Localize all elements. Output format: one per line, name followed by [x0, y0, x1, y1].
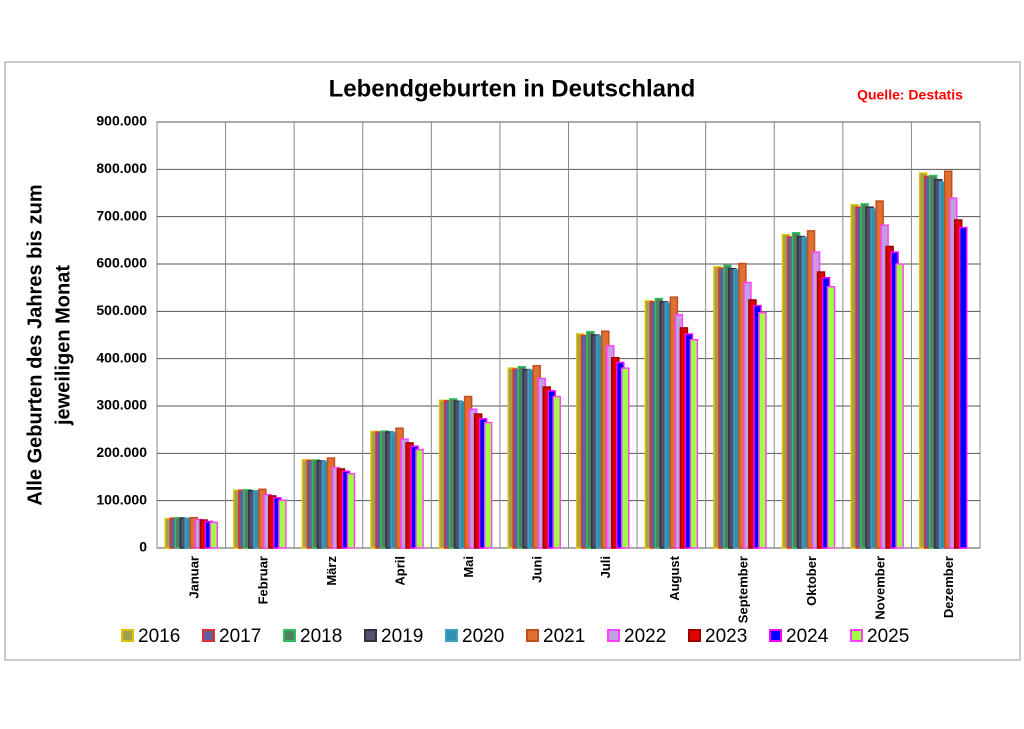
x-tick-label: Mai: [461, 556, 476, 578]
bar: [483, 421, 493, 549]
bar: [758, 312, 767, 549]
bar: [826, 285, 836, 549]
y-tick-label: 700.000: [96, 207, 147, 223]
legend-label: 2016: [138, 626, 180, 647]
source: Quelle: Destatis: [857, 87, 963, 103]
y-tick-label: 800.000: [96, 160, 147, 176]
chart-title: Lebendgeburten in Deutschland: [329, 75, 696, 102]
legend-swatch: [202, 629, 215, 642]
bar: [689, 338, 699, 549]
bar: [209, 521, 219, 549]
y-tick-label: 100.000: [96, 491, 147, 507]
y-tick-label: 500.000: [96, 302, 147, 318]
legend-swatch: [688, 629, 701, 642]
y-tick-label: 600.000: [96, 255, 147, 271]
y-tick-label: 900.000: [96, 113, 147, 129]
legend-label: 2022: [624, 626, 666, 647]
x-tick-label: Oktober: [804, 556, 819, 606]
legend-label: 2021: [543, 626, 585, 647]
legend-swatch: [769, 629, 782, 642]
legend-swatch: [850, 629, 863, 642]
legend-label: 2017: [219, 626, 261, 647]
y-tick-label: 200.000: [96, 444, 147, 460]
legend-swatch: [364, 629, 377, 642]
legend-swatch: [607, 629, 620, 642]
bar: [895, 263, 904, 549]
legend-label: 2020: [462, 626, 504, 647]
bar: [415, 448, 424, 549]
y-tick-label: 300.000: [96, 397, 147, 413]
legend-swatch: [121, 629, 134, 642]
x-tick-label: August: [667, 555, 682, 600]
legend-swatch: [283, 629, 296, 642]
legend-swatch: [445, 629, 458, 642]
legend-label: 2024: [786, 626, 829, 647]
bar: [278, 499, 287, 549]
y-axis-label: jeweiligen Monat: [52, 265, 74, 426]
x-tick-label: September: [735, 556, 750, 623]
x-tick-label: Juli: [598, 556, 613, 578]
x-tick-label: März: [324, 556, 339, 586]
x-tick-label: Februar: [255, 556, 270, 604]
x-tick-label: April: [392, 556, 407, 586]
y-axis-label: Alle Geburten des Jahres bis zum: [24, 184, 46, 505]
x-tick-label: Dezember: [941, 556, 956, 618]
bar: [346, 472, 356, 549]
x-tick-label: Januar: [187, 556, 202, 599]
bar: [552, 395, 561, 549]
y-tick-label: 400.000: [96, 349, 147, 365]
x-tick-label: Juni: [530, 556, 545, 583]
legend-label: 2023: [705, 626, 747, 647]
legend-label: 2025: [867, 626, 909, 647]
bar: [621, 367, 630, 549]
y-tick-label: 0: [139, 539, 147, 555]
legend-label: 2019: [381, 626, 423, 647]
x-tick-label: November: [873, 556, 888, 620]
legend-swatch: [526, 629, 539, 642]
bar: [958, 226, 968, 549]
legend-label: 2018: [300, 626, 342, 647]
